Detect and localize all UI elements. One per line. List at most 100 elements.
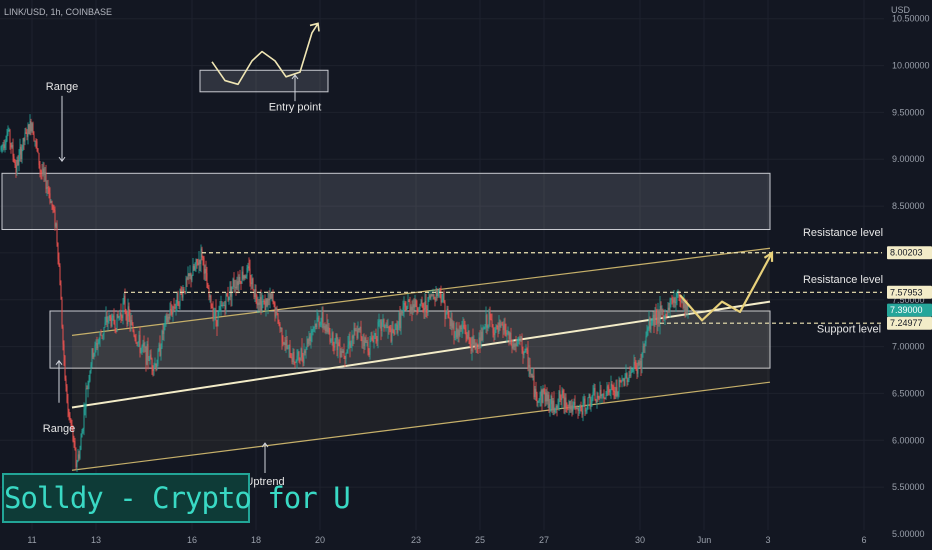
candle-body [636, 368, 638, 374]
candle-body [3, 144, 5, 149]
candle-body [115, 328, 117, 333]
time-tick-label: 30 [635, 535, 645, 545]
candle-body [392, 328, 394, 333]
candle-body [599, 389, 601, 399]
candle-body [140, 347, 142, 353]
candle-body [442, 293, 444, 301]
price-axis[interactable]: 5.00000 5.50000 6.00000 6.50000 7.00000 7.500… [884, 0, 932, 550]
candle-body [593, 387, 595, 392]
candle-body [242, 271, 244, 279]
candle-body [393, 332, 395, 335]
candle-body [650, 322, 652, 330]
time-tick-label: 23 [411, 535, 421, 545]
candle-body [462, 325, 464, 329]
candle-body [22, 138, 24, 149]
candle-body [400, 312, 402, 329]
candle-body [110, 317, 112, 327]
candle-body [133, 331, 135, 337]
candle-body [686, 304, 688, 311]
candle-body [212, 308, 214, 320]
candle-body [629, 374, 631, 376]
candle-body [548, 394, 550, 412]
candle-body [633, 361, 635, 370]
time-axis[interactable]: 11 13 16 18 20 23 25 27 30 Jun 3 6 [0, 530, 884, 550]
candle-body [15, 164, 17, 173]
candle-body [72, 425, 74, 442]
candle-body [682, 298, 684, 308]
level-price-badge[interactable] [887, 316, 932, 330]
candle-body [132, 325, 134, 332]
candle-body [681, 298, 683, 302]
annotation-label: Entry point [269, 102, 322, 114]
candle-body [547, 394, 549, 402]
candle-body [58, 259, 60, 267]
candle-body [459, 325, 461, 336]
candle-body [346, 349, 348, 353]
candle-body [375, 333, 377, 339]
level-price-badge[interactable] [887, 246, 932, 260]
candle-body [647, 328, 649, 330]
candle-body [388, 326, 390, 328]
candle-body [569, 401, 571, 410]
candle-body [339, 346, 341, 358]
time-tick-label: 27 [539, 535, 549, 545]
candle-body [366, 342, 368, 343]
candle-body [146, 344, 148, 365]
level-price-badge[interactable] [887, 285, 932, 299]
candle-body [465, 329, 467, 336]
candle-body [116, 314, 118, 333]
candle-body [283, 342, 285, 345]
candle-body [59, 266, 61, 286]
candle-body [384, 325, 386, 328]
candle-body [96, 342, 98, 349]
candle-body [648, 318, 650, 329]
candle-body [206, 273, 208, 288]
candle-body [352, 335, 354, 339]
price-axis-bg [884, 0, 932, 550]
candle-body [192, 265, 194, 276]
annotation-label: Uptrend [245, 476, 284, 488]
candle-body [619, 380, 621, 382]
candle-body [577, 408, 579, 411]
candle-body [145, 346, 147, 365]
last-price-badge[interactable] [887, 303, 932, 317]
candle-body [81, 431, 83, 438]
candle-body [562, 390, 564, 396]
candle-body [52, 205, 54, 209]
candle-body [558, 391, 560, 405]
candle-body [23, 138, 25, 142]
candle-body [345, 352, 347, 359]
candle-body [286, 339, 288, 349]
candle-body [43, 168, 45, 175]
candle-body [162, 330, 164, 334]
candle-body [667, 307, 669, 316]
time-tick-label: 25 [475, 535, 485, 545]
candle-body [275, 308, 277, 317]
candle-body [539, 396, 541, 400]
candle-body [666, 315, 668, 317]
candle-body [324, 326, 326, 332]
candle-body [160, 347, 162, 356]
candle-body [11, 145, 13, 148]
candle-body [550, 396, 552, 404]
candle-body [474, 339, 476, 349]
candle-body [472, 336, 474, 345]
candle-body [590, 403, 592, 407]
candle-body [328, 327, 330, 334]
symbol-header: LINK/USD, 1h, COINBASE [4, 7, 112, 17]
candle-body [60, 285, 62, 300]
candle-body [684, 298, 686, 314]
candle-body [259, 297, 261, 305]
candle-body [683, 298, 685, 308]
candle-body [10, 143, 12, 148]
candle-body [130, 319, 132, 326]
candle-body [423, 307, 425, 312]
candle-body [284, 342, 286, 346]
candle-body [166, 315, 168, 323]
candle-body [277, 313, 279, 324]
candle-body [54, 210, 56, 227]
candle-body [321, 312, 323, 322]
time-tick-label: 18 [251, 535, 261, 545]
candle-body [129, 316, 131, 326]
